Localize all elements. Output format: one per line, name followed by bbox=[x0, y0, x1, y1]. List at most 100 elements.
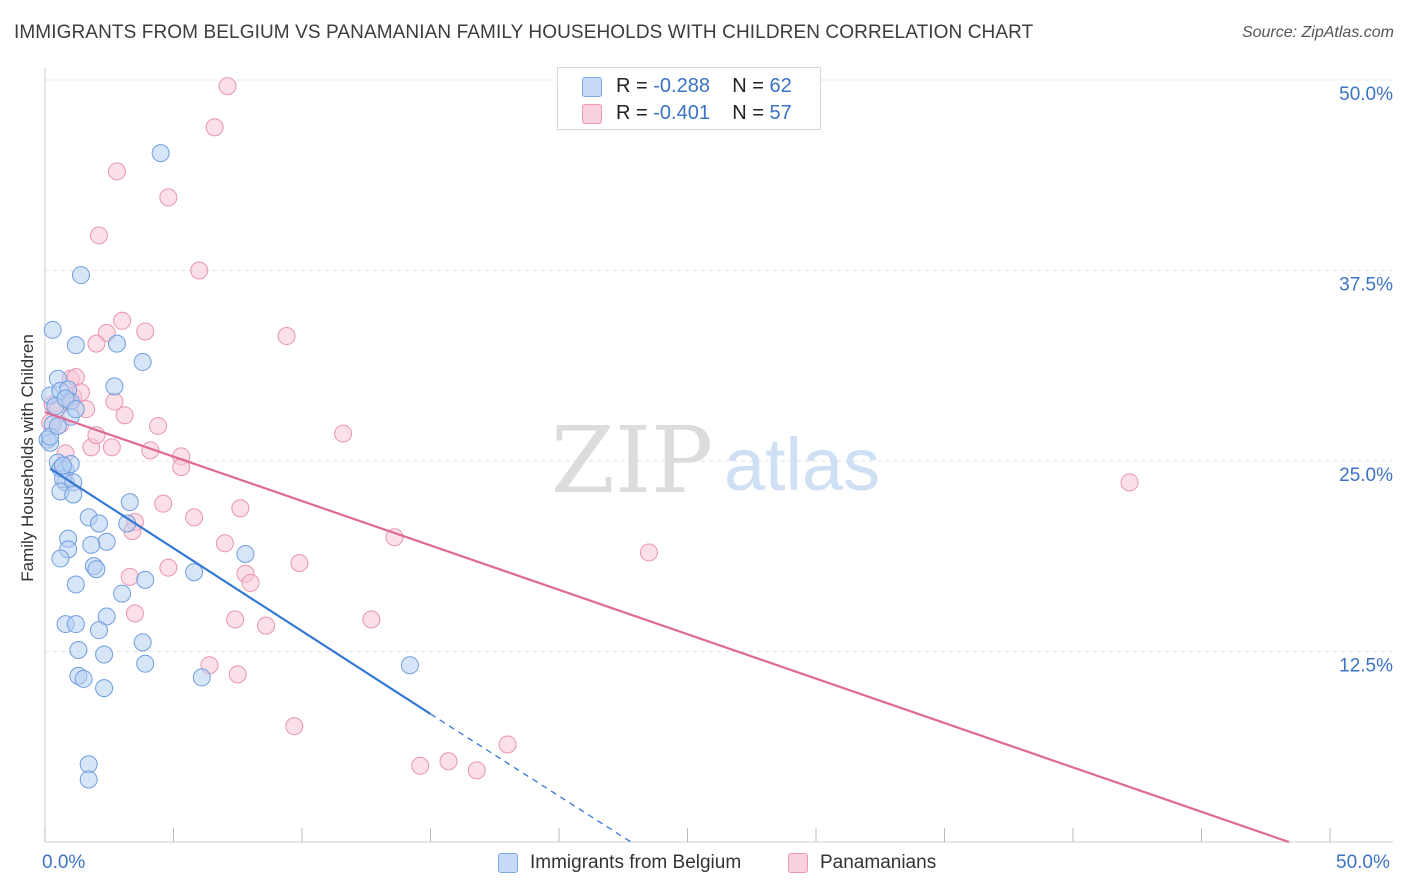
bottom-legend-label-belgium: Immigrants from Belgium bbox=[530, 852, 742, 873]
source-label: Source: ZipAtlas.com bbox=[1241, 24, 1394, 41]
y-tick-labels: 12.5% 25.0% 37.5% 50.0% bbox=[1339, 84, 1393, 677]
correlation-legend: R = -0.288 N = 62 R = -0.401 N = 57 bbox=[557, 67, 821, 130]
data-point bbox=[95, 679, 114, 698]
data-point bbox=[66, 336, 85, 355]
data-point bbox=[97, 532, 116, 551]
data-point bbox=[205, 118, 224, 137]
data-point bbox=[66, 400, 85, 419]
data-point bbox=[102, 438, 121, 457]
watermark-zip: ZIP bbox=[551, 407, 713, 514]
x-axis-min-label: 0.0% bbox=[42, 852, 86, 873]
data-point bbox=[48, 416, 67, 435]
data-point bbox=[136, 322, 155, 341]
legend-n-label: N = bbox=[732, 75, 770, 97]
data-point bbox=[159, 188, 178, 207]
data-point bbox=[228, 665, 247, 684]
legend-n-value: 57 bbox=[769, 102, 792, 124]
legend-r-label: R = bbox=[616, 75, 654, 97]
data-point bbox=[125, 604, 144, 623]
data-point bbox=[69, 640, 88, 659]
data-point bbox=[105, 377, 124, 396]
data-point bbox=[66, 575, 85, 594]
data-point bbox=[334, 424, 353, 443]
data-point bbox=[87, 334, 106, 353]
legend-n-label: N = bbox=[732, 102, 770, 124]
y-tick-label: 50.0% bbox=[1339, 84, 1393, 105]
data-point bbox=[87, 560, 106, 579]
x-axis-max-label: 50.0% bbox=[1336, 852, 1390, 873]
data-point bbox=[149, 416, 168, 435]
y-axis-label: Family Households with Children bbox=[18, 334, 37, 582]
data-point bbox=[400, 656, 419, 675]
watermark-atlas: atlas bbox=[724, 423, 880, 506]
data-point bbox=[257, 616, 276, 635]
data-point bbox=[411, 756, 430, 775]
trend-lines bbox=[44, 411, 1290, 844]
data-point bbox=[133, 633, 152, 652]
data-point bbox=[185, 563, 204, 582]
data-point bbox=[467, 761, 486, 780]
trend-line-belgium-extension bbox=[430, 713, 632, 843]
legend-r-value: -0.401 bbox=[653, 102, 710, 124]
data-point bbox=[133, 352, 152, 371]
data-point bbox=[639, 543, 658, 562]
data-point bbox=[215, 534, 234, 553]
data-point bbox=[89, 226, 108, 245]
data-point bbox=[71, 266, 90, 285]
data-point bbox=[192, 668, 211, 687]
data-point bbox=[89, 514, 108, 533]
data-point bbox=[159, 558, 178, 577]
data-point bbox=[231, 499, 250, 518]
legend-r-label: R = bbox=[616, 102, 654, 124]
data-point bbox=[362, 610, 381, 629]
data-point bbox=[439, 752, 458, 771]
data-point bbox=[185, 508, 204, 527]
y-tick-label: 25.0% bbox=[1339, 465, 1393, 486]
legend-swatch-belgium bbox=[582, 77, 602, 97]
data-point bbox=[97, 607, 116, 626]
data-point bbox=[241, 573, 260, 592]
data-point bbox=[79, 755, 98, 774]
data-point bbox=[285, 717, 304, 736]
data-point bbox=[64, 485, 83, 504]
legend-swatch-panama bbox=[582, 104, 602, 124]
data-point bbox=[120, 493, 139, 512]
bottom-legend-swatch-panama bbox=[788, 853, 808, 873]
data-point bbox=[136, 654, 155, 673]
data-point bbox=[290, 554, 309, 573]
bottom-legend-label-panama: Panamanians bbox=[820, 852, 937, 873]
data-point bbox=[79, 770, 98, 789]
data-point bbox=[226, 610, 245, 629]
legend-n-value: 62 bbox=[769, 75, 792, 97]
data-point bbox=[277, 327, 296, 346]
data-point bbox=[82, 535, 101, 554]
legend-r-value: -0.288 bbox=[653, 75, 710, 97]
grid-lines bbox=[45, 79, 1393, 652]
data-point bbox=[107, 334, 126, 353]
data-point bbox=[95, 645, 114, 664]
data-point bbox=[115, 406, 134, 425]
bottom-legend-swatch-belgium bbox=[498, 853, 518, 873]
trend-line-panamanians bbox=[44, 411, 1290, 844]
chart-title: IMMIGRANTS FROM BELGIUM VS PANAMANIAN FA… bbox=[14, 22, 1034, 43]
data-point bbox=[136, 570, 155, 589]
data-point bbox=[218, 77, 237, 96]
data-point bbox=[120, 567, 139, 586]
data-point bbox=[236, 544, 255, 563]
data-point bbox=[51, 549, 70, 568]
data-point bbox=[107, 162, 126, 181]
data-point bbox=[66, 615, 85, 634]
data-point bbox=[154, 494, 173, 513]
data-point bbox=[498, 735, 517, 754]
series-panamanians bbox=[41, 77, 1139, 780]
data-point bbox=[113, 584, 132, 603]
axes bbox=[44, 68, 1393, 843]
trend-line-belgium bbox=[49, 467, 432, 715]
data-point bbox=[74, 669, 93, 688]
data-point bbox=[385, 528, 404, 547]
data-point bbox=[1120, 473, 1139, 492]
y-tick-label: 37.5% bbox=[1339, 275, 1393, 296]
data-point bbox=[53, 456, 72, 475]
data-point bbox=[113, 311, 132, 330]
